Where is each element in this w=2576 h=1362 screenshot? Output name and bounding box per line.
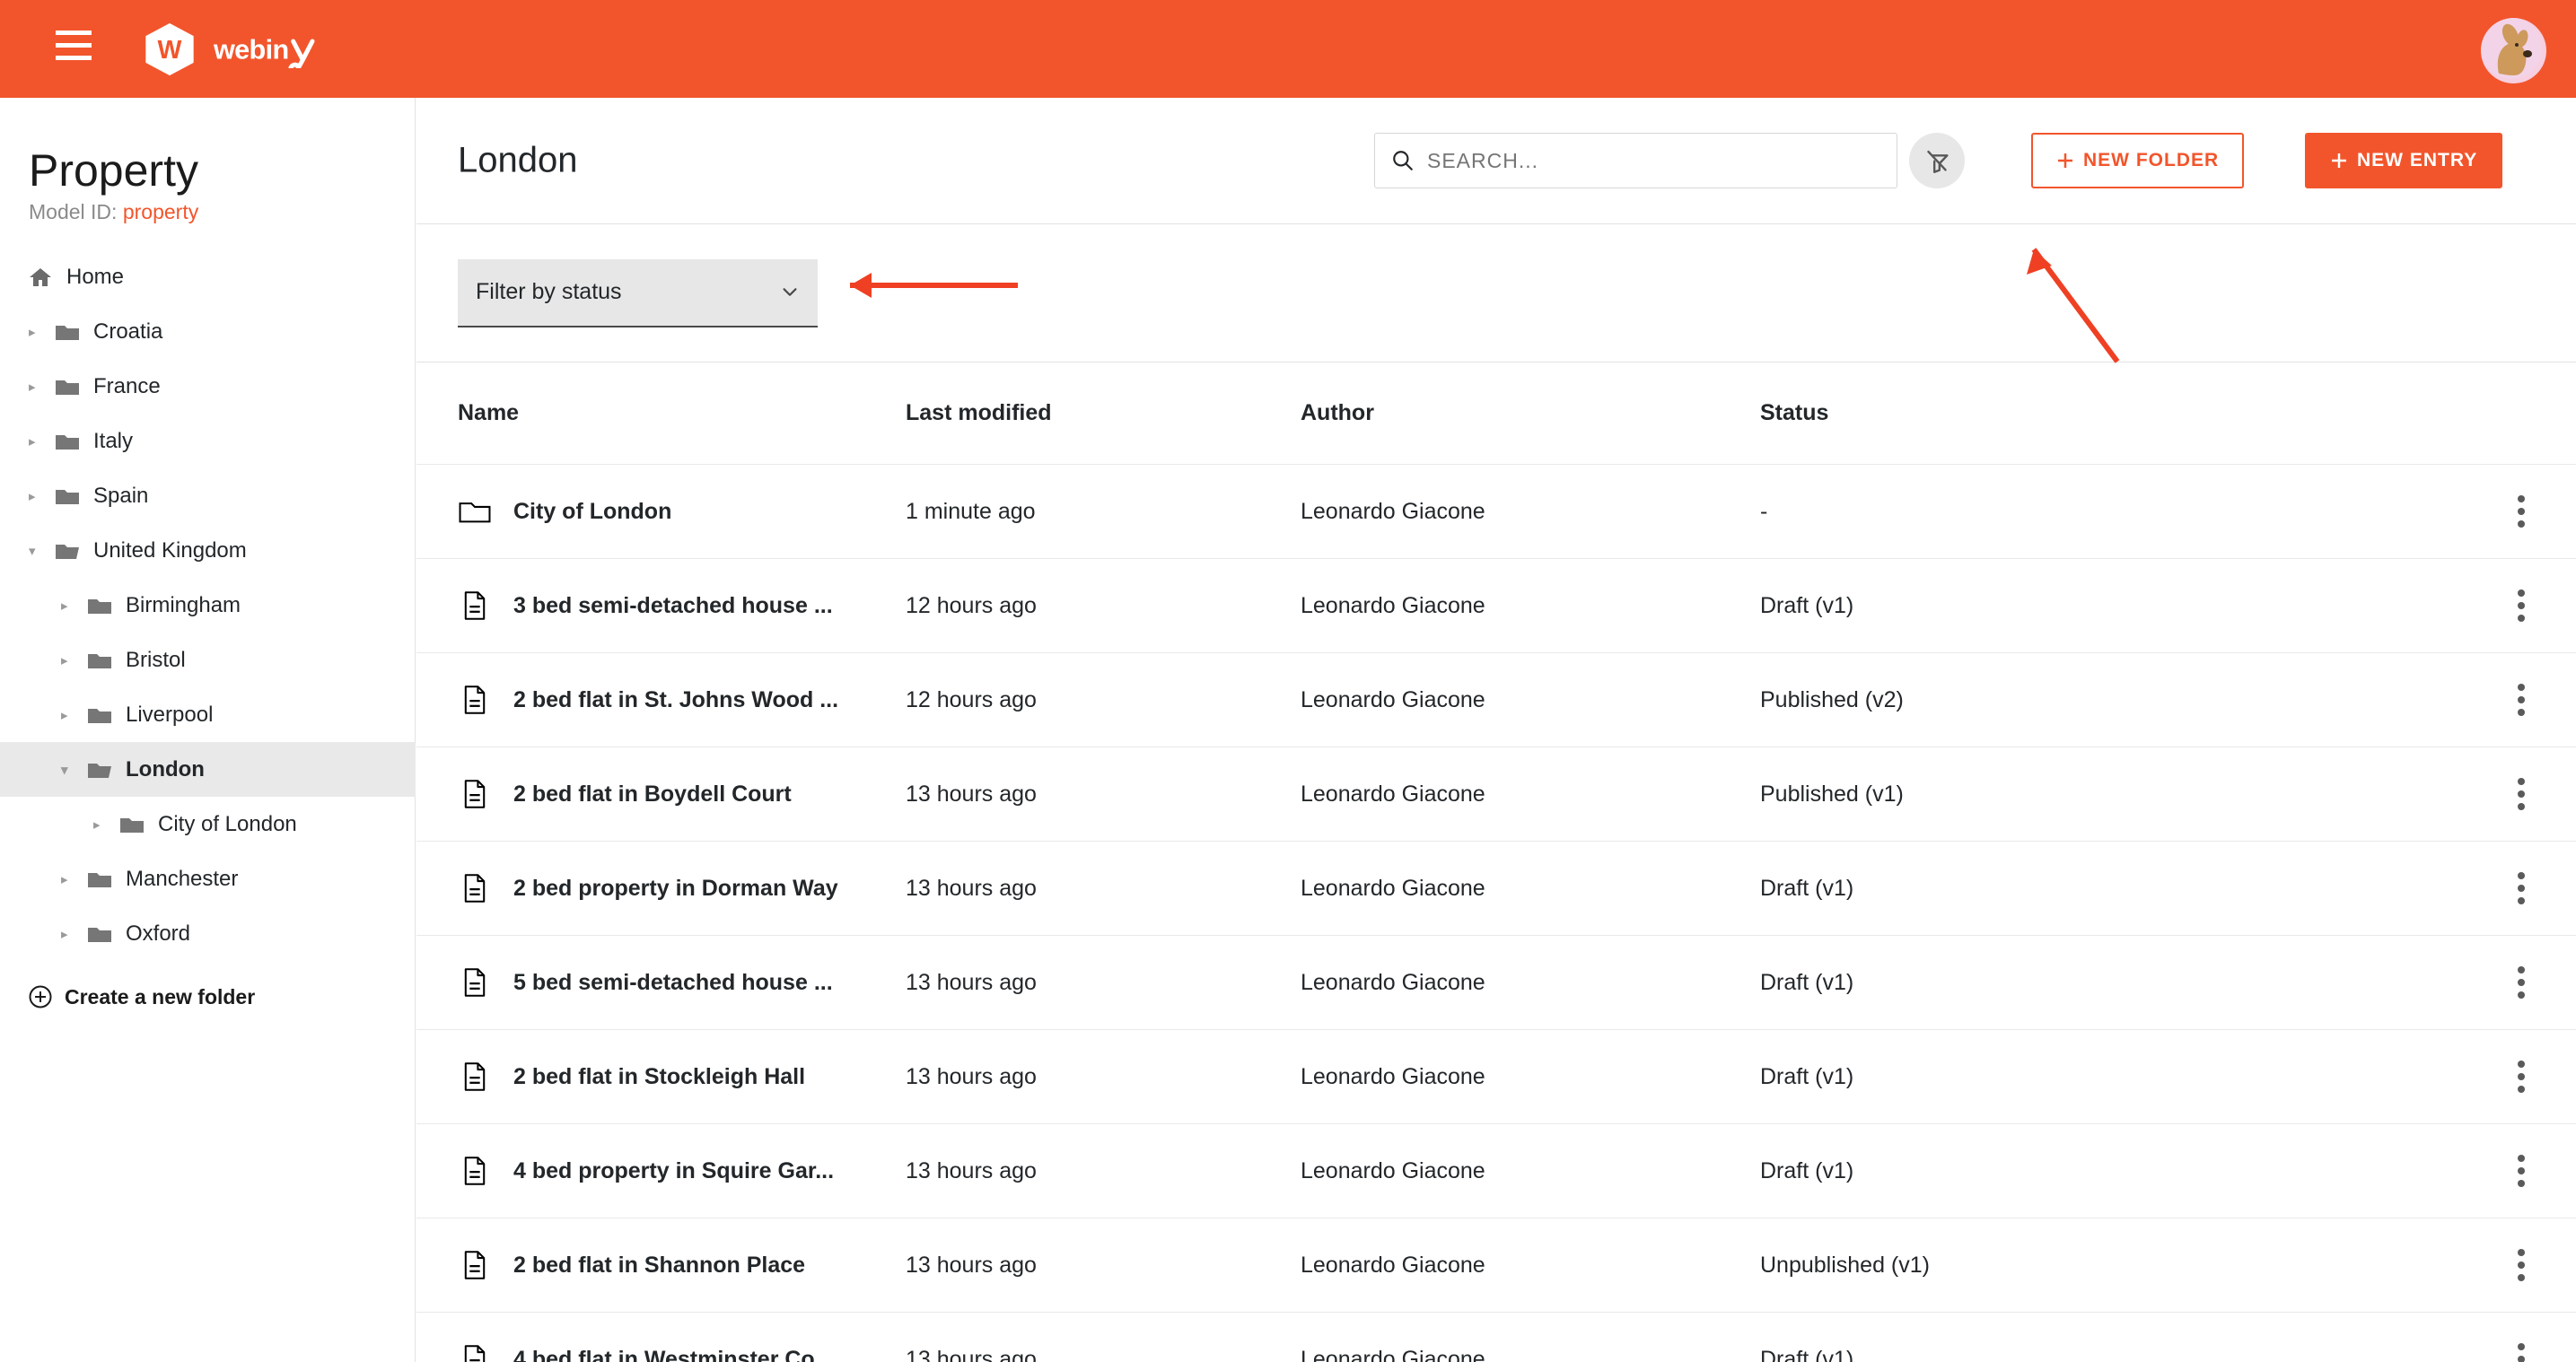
svg-text:W: W xyxy=(158,35,182,64)
svg-text:webin: webin xyxy=(214,34,289,65)
